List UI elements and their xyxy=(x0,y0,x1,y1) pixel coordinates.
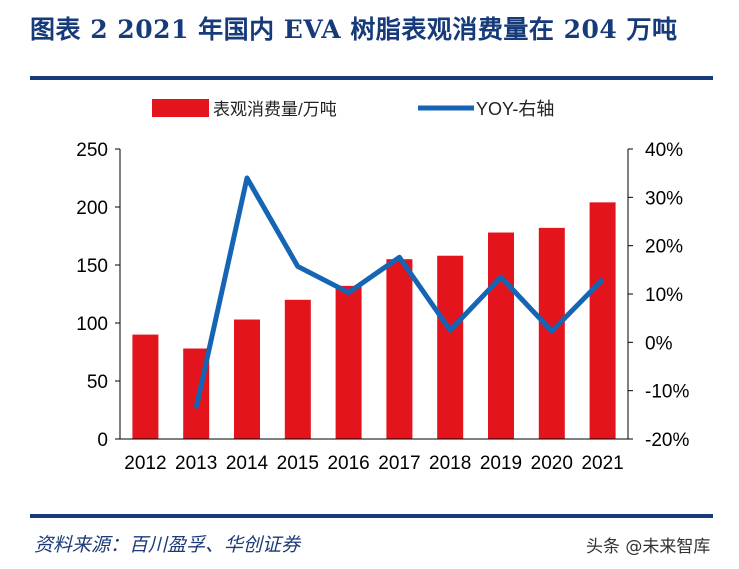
bar-2019 xyxy=(488,232,514,439)
left-tick-label: 200 xyxy=(76,198,108,219)
left-tick-label: 50 xyxy=(87,372,108,393)
x-tick-label: 2016 xyxy=(327,453,369,474)
x-tick-label: 2015 xyxy=(277,453,319,474)
bar-2018 xyxy=(437,255,464,439)
bar-2017 xyxy=(386,259,413,439)
page-title: 图表 2 2021 年国内 EVA 树脂表观消费量在 204 万吨 xyxy=(30,15,678,44)
yoy-point xyxy=(601,278,604,281)
x-tick-label: 2017 xyxy=(378,453,420,474)
yoy-point xyxy=(296,265,299,268)
x-tick-label: 2020 xyxy=(531,453,573,474)
right-tick-label: 40% xyxy=(645,140,683,161)
bar-2012 xyxy=(132,334,159,439)
bar-2015 xyxy=(284,299,311,439)
footer-divider xyxy=(30,514,713,518)
yoy-point xyxy=(347,291,350,294)
source-note: 资料来源：百川盈孚、华创证券 xyxy=(34,534,301,556)
x-tick-label: 2014 xyxy=(226,453,269,474)
right-tick-label: -20% xyxy=(645,430,689,451)
yoy-point xyxy=(246,177,248,179)
right-tick-label: -10% xyxy=(645,382,689,403)
left-tick-label: 0 xyxy=(97,430,108,451)
legend-line-label: YOY-右轴 xyxy=(476,99,554,119)
legend: 表观消费量/万吨 YOY-右轴 xyxy=(152,99,554,119)
x-tick-label: 2018 xyxy=(429,453,471,474)
x-tick-label: 2013 xyxy=(175,453,217,474)
right-tick-label: 10% xyxy=(645,285,683,306)
legend-bar-label: 表观消费量/万吨 xyxy=(213,100,337,119)
x-tick-label: 2019 xyxy=(480,453,522,474)
x-tick-label: 2012 xyxy=(124,453,166,474)
left-tick-label: 150 xyxy=(76,256,108,277)
left-tick-label: 250 xyxy=(76,140,108,161)
yoy-point xyxy=(398,256,401,259)
yoy-point xyxy=(449,329,452,332)
x-tick-label: 2021 xyxy=(581,453,623,474)
yoy-point xyxy=(195,406,198,409)
bar-2016 xyxy=(335,285,362,439)
right-tick-label: 20% xyxy=(645,237,683,258)
watermark: 头条 @未来智库 xyxy=(586,537,711,557)
right-tick-label: 0% xyxy=(645,333,673,354)
left-tick-label: 100 xyxy=(76,314,108,335)
title-divider xyxy=(30,76,713,80)
yoy-point xyxy=(500,276,502,279)
bar-2021 xyxy=(589,202,616,439)
yoy-point xyxy=(550,330,553,333)
legend-bar-swatch xyxy=(152,99,209,117)
right-tick-label: 30% xyxy=(645,188,683,209)
bar-2014 xyxy=(234,319,260,439)
